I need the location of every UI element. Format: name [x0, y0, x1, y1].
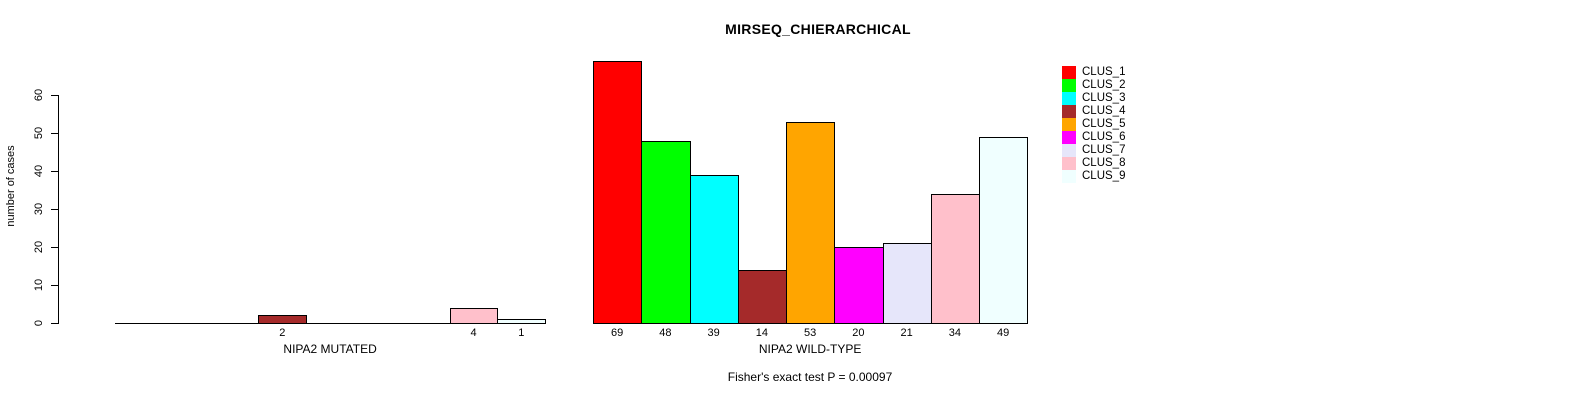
y-tick-label: 60: [33, 88, 45, 102]
bar-CLUS_8: [930, 193, 980, 324]
bar-value-label: 53: [804, 327, 817, 339]
x-group-label: NIPA2 MUTATED: [283, 342, 377, 356]
legend-swatch-clus_6: [1062, 131, 1076, 144]
bar-value-label: 69: [611, 327, 624, 339]
legend-swatch-clus_2: [1062, 79, 1076, 92]
legend-item-label: CLUS_3: [1082, 92, 1126, 104]
bar-value-label: 39: [707, 327, 720, 339]
bar-CLUS_4: [737, 269, 787, 324]
legend-item: CLUS_3: [1062, 92, 1125, 105]
y-axis-tick: [51, 209, 58, 210]
x-group-label: NIPA2 WILD-TYPE: [758, 342, 862, 356]
y-axis-line: [58, 95, 59, 324]
legend-swatch-clus_8: [1062, 157, 1076, 170]
legend-item: CLUS_5: [1062, 118, 1125, 131]
legend-swatch-clus_1: [1062, 66, 1076, 79]
bar-CLUS_9: [497, 319, 547, 324]
legend-item-label: CLUS_6: [1082, 131, 1126, 143]
legend-swatch-clus_7: [1062, 144, 1076, 157]
bar-value-label: 1: [518, 327, 525, 339]
bar-CLUS_8: [449, 307, 499, 324]
y-axis-tick: [51, 285, 58, 286]
legend-item-label: CLUS_5: [1082, 118, 1126, 130]
legend-item-label: CLUS_4: [1082, 105, 1126, 117]
bar-CLUS_2: [641, 140, 691, 324]
legend-item-label: CLUS_8: [1082, 157, 1126, 169]
legend-item-label: CLUS_9: [1082, 170, 1126, 182]
x-baseline: [115, 323, 547, 324]
legend-item-label: CLUS_7: [1082, 144, 1126, 156]
bar-CLUS_5: [786, 121, 836, 324]
legend-item: CLUS_1: [1062, 66, 1125, 79]
y-tick-label: 30: [33, 202, 45, 216]
bar-value-label: 48: [659, 327, 672, 339]
y-tick-label: 10: [33, 278, 45, 292]
bar-CLUS_3: [689, 174, 739, 324]
legend-item: CLUS_6: [1062, 131, 1125, 144]
y-axis-label: number of cases: [5, 145, 17, 227]
bar-value-label: 21: [900, 327, 913, 339]
y-axis-tick: [51, 95, 58, 96]
y-axis-tick: [51, 247, 58, 248]
bar-value-label: 20: [852, 327, 865, 339]
legend-item-label: CLUS_2: [1082, 79, 1126, 91]
bar-value-label: 49: [997, 327, 1010, 339]
fisher-test-annotation: Fisher's exact test P = 0.00097: [727, 370, 893, 384]
y-tick-label: 0: [33, 319, 45, 327]
y-tick-label: 50: [33, 126, 45, 140]
bar-value-label: 4: [470, 327, 477, 339]
legend-item: CLUS_7: [1062, 144, 1125, 157]
legend-swatch-clus_5: [1062, 118, 1076, 131]
legend-swatch-clus_3: [1062, 92, 1076, 105]
y-tick-label: 20: [33, 240, 45, 254]
legend-item: CLUS_4: [1062, 105, 1125, 118]
legend-item: CLUS_2: [1062, 79, 1125, 92]
bar-value-label: 34: [948, 327, 961, 339]
legend-swatch-clus_9: [1062, 170, 1076, 183]
bar-CLUS_7: [882, 243, 932, 324]
bar-CLUS_6: [834, 247, 884, 324]
bar-value-label: 14: [755, 327, 768, 339]
legend-item: CLUS_8: [1062, 157, 1125, 170]
y-axis-tick: [51, 323, 58, 324]
legend-item: CLUS_9: [1062, 170, 1125, 183]
bar-CLUS_1: [593, 60, 643, 324]
y-axis-tick: [51, 133, 58, 134]
legend-swatch-clus_4: [1062, 105, 1076, 118]
bar-value-label: 2: [279, 327, 286, 339]
legend-item-label: CLUS_1: [1082, 66, 1126, 78]
bar-CLUS_4: [258, 315, 308, 324]
chart-title: MIRSEQ_CHIERARCHICAL: [725, 21, 911, 37]
y-tick-label: 40: [33, 164, 45, 178]
y-axis-tick: [51, 171, 58, 172]
bar-CLUS_9: [979, 136, 1029, 324]
